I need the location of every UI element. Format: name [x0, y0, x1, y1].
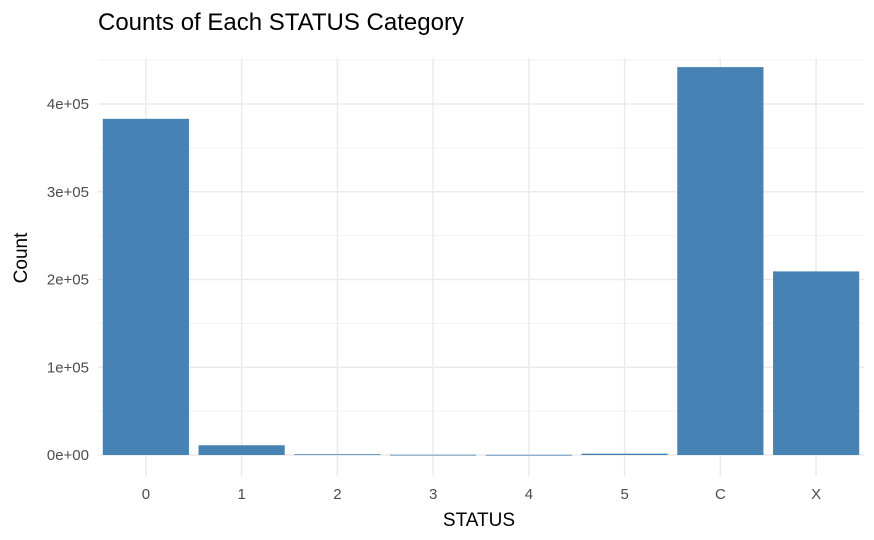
x-tick-label: 0 [142, 486, 150, 503]
bar-0 [102, 118, 189, 456]
bar-C [677, 67, 764, 455]
bar-2 [294, 454, 381, 456]
bar-1 [198, 445, 285, 455]
x-axis-title: STATUS [443, 510, 515, 531]
bar-X [773, 271, 860, 455]
y-tick-label: 2e+05 [47, 272, 89, 289]
x-tick-label: 4 [525, 486, 533, 503]
x-tick-label: 3 [429, 486, 437, 503]
x-tick-label: C [715, 486, 726, 503]
x-tick-label: 2 [333, 486, 341, 503]
y-tick-label: 1e+05 [47, 359, 89, 376]
x-tick-label: 1 [237, 486, 245, 503]
x-tick-label: X [811, 486, 821, 503]
x-tick-label: 5 [620, 486, 628, 503]
y-tick-label: 4e+05 [47, 96, 89, 113]
bar-4 [485, 454, 572, 456]
chart-title: Counts of Each STATUS Category [98, 9, 464, 36]
y-tick-labels: 0e+00 1e+05 2e+05 3e+05 4e+05 [47, 96, 89, 464]
x-tick-labels: 0 1 2 3 4 5 C X [142, 486, 821, 503]
y-tick-label: 0e+00 [47, 447, 89, 464]
bar-5 [581, 453, 668, 455]
bar-3 [390, 454, 477, 456]
y-axis-title: Count [11, 232, 32, 283]
y-tick-label: 3e+05 [47, 184, 89, 201]
bars-group [102, 67, 860, 456]
